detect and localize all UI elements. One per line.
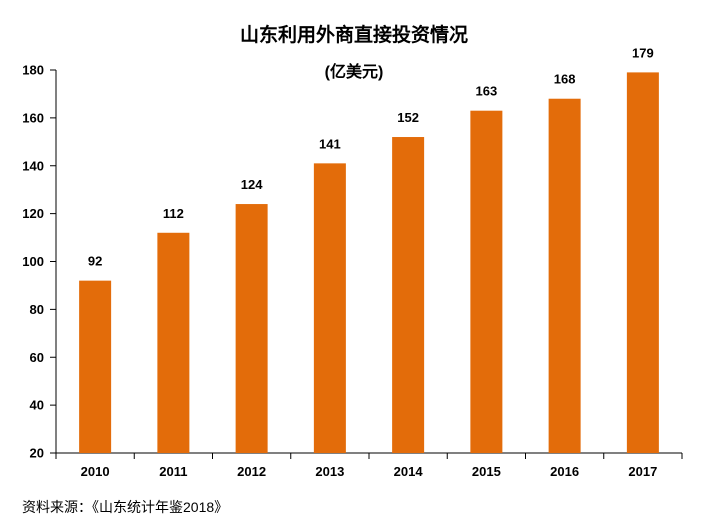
y-tick-label: 60: [30, 350, 44, 365]
data-label: 141: [319, 136, 341, 151]
data-label: 163: [476, 84, 498, 99]
x-tick-label: 2011: [159, 464, 187, 479]
data-label: 92: [88, 254, 102, 269]
bar: [626, 72, 659, 454]
y-tick-label: 180: [22, 63, 44, 78]
chart-title: 山东利用外商直接投资情况: [239, 25, 468, 46]
bar: [470, 110, 503, 453]
x-tick-label: 2010: [81, 464, 110, 479]
y-tick-label: 160: [22, 110, 44, 125]
bar: [235, 204, 268, 453]
x-tick-label: 2013: [315, 464, 344, 479]
source-note: 资料来源：《山东统计年鉴2018》: [22, 499, 229, 515]
y-tick-label: 40: [30, 398, 44, 413]
data-label: 112: [163, 206, 184, 221]
y-tick-label: 80: [30, 302, 44, 317]
bar: [392, 137, 425, 453]
y-tick-label: 140: [22, 158, 44, 173]
x-tick-label: 2012: [237, 464, 266, 479]
bar: [79, 280, 112, 453]
data-label: 168: [554, 72, 576, 87]
chart-subtitle: (亿美元): [324, 64, 384, 81]
x-tick-label: 2016: [550, 464, 579, 479]
bar: [313, 163, 346, 453]
data-label: 152: [397, 110, 419, 125]
data-label: 179: [632, 45, 654, 60]
x-tick-label: 2015: [472, 464, 501, 479]
y-tick-label: 120: [22, 206, 44, 221]
y-tick-label: 20: [30, 446, 44, 461]
y-tick-label: 100: [22, 254, 44, 269]
bar: [548, 98, 581, 453]
x-tick-label: 2014: [394, 464, 424, 479]
x-tick-label: 2017: [628, 464, 657, 479]
bar: [157, 232, 190, 453]
data-label: 124: [241, 177, 263, 192]
